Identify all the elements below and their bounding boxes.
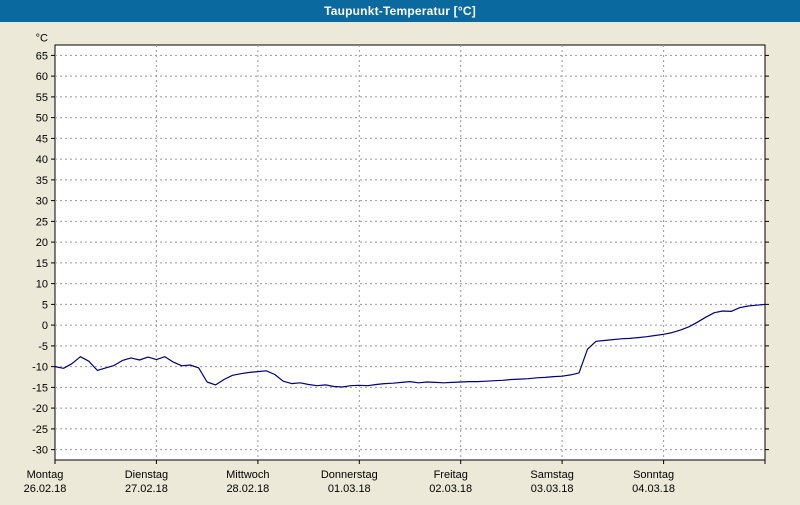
x-day-label: Freitag	[434, 469, 468, 481]
y-tick-label: 15	[36, 258, 48, 270]
x-day-label: Donnerstag	[321, 469, 378, 481]
y-tick-label: 45	[36, 133, 48, 145]
x-day-label: Mittwoch	[226, 469, 269, 481]
y-tick-label: 65	[36, 50, 48, 62]
chart-area: -30 -25 -20 -15 -10 -5 0 5 10 15 20 25 30 35 40 45 50 55 6…	[0, 22, 800, 500]
y-tick-label: 5	[42, 299, 48, 311]
x-day-label: Samstag	[530, 469, 573, 481]
y-tick-label: -5	[38, 341, 48, 353]
x-axis: Montag 26.02.18 Dienstag 27.02.18 Mittwoch 28…	[24, 45, 766, 495]
x-day-label: Sonntag	[633, 469, 674, 481]
y-tick-label: 25	[36, 216, 48, 228]
x-date-label: 02.03.18	[429, 483, 472, 495]
y-tick-label: 0	[42, 320, 48, 332]
y-tick-label: -25	[32, 424, 48, 436]
window-titlebar: Taupunkt-Temperatur [°C]	[0, 0, 800, 22]
y-tick-label: 30	[36, 196, 48, 208]
y-tick-label: 20	[36, 237, 48, 249]
x-day-label: Dienstag	[125, 469, 168, 481]
x-date-label: 03.03.18	[531, 483, 574, 495]
y-tick-label: 10	[36, 279, 48, 291]
y-tick-label: 55	[36, 92, 48, 104]
dewpoint-series-line	[54, 303, 766, 388]
dewpoint-temperature-chart: -30 -25 -20 -15 -10 -5 0 5 10 15 20 25 30 35 40 45 50 55 6…	[24, 32, 769, 495]
x-date-label: 26.02.18	[24, 483, 67, 495]
x-date-label: 04.03.18	[632, 483, 675, 495]
window-title: Taupunkt-Temperatur [°C]	[324, 4, 476, 18]
y-tick-label: 50	[36, 113, 48, 125]
y-tick-label: 40	[36, 154, 48, 166]
y-tick-label: 60	[36, 71, 48, 83]
x-date-label: 28.02.18	[226, 483, 269, 495]
y-axis: -30 -25 -20 -15 -10 -5 0 5 10 15 20 25 30 35 40 45 50 55 6…	[32, 32, 769, 457]
y-tick-label: -10	[32, 362, 48, 374]
x-date-label: 27.02.18	[125, 483, 168, 495]
x-date-label: 01.03.18	[328, 483, 371, 495]
y-tick-label: -30	[32, 445, 48, 457]
y-tick-label: 35	[36, 175, 48, 187]
y-axis-unit-label: °C	[36, 32, 48, 44]
plot-background	[54, 44, 766, 461]
y-tick-label: -20	[32, 403, 48, 415]
x-day-label: Montag	[27, 469, 64, 481]
y-tick-label: -15	[32, 382, 48, 394]
